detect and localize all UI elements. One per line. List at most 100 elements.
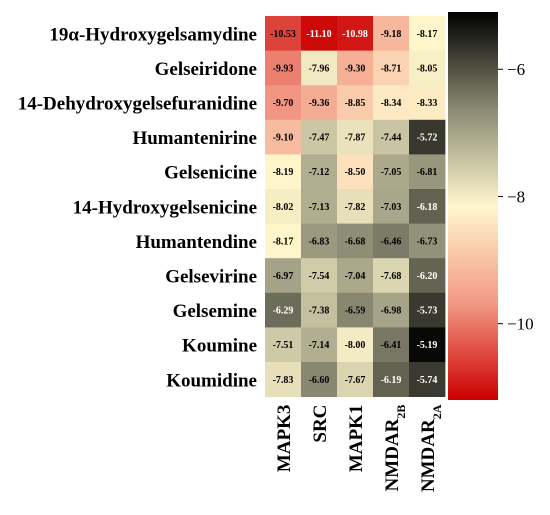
heatmap-cell (337, 258, 374, 294)
column-label-base: MAPK1 (346, 405, 367, 473)
column-label-base: NMDAR (382, 418, 403, 491)
heatmap-cell (265, 119, 302, 155)
row-label: Koumidine (166, 370, 257, 391)
heatmap-cell (265, 85, 302, 121)
cell-value-label: -8.00 (345, 340, 366, 351)
column-label-subscript: 2B (394, 405, 408, 419)
heatmap-cell (265, 362, 302, 397)
heatmap-cell (373, 154, 410, 190)
cell-value-label: -6.60 (309, 375, 330, 386)
cell-value-label: -7.87 (345, 133, 366, 144)
heatmap-cell (337, 119, 374, 155)
heatmap-cell (301, 258, 338, 294)
heatmap-cell (337, 50, 374, 86)
cell-value-label: -7.47 (309, 133, 330, 144)
heatmap-cell (265, 223, 302, 259)
cell-value-label: -7.44 (381, 133, 402, 144)
heatmap-cell (265, 50, 302, 86)
cell-value-label: -9.18 (381, 29, 402, 40)
heatmap-cell (265, 258, 302, 294)
heatmap-cell (337, 189, 374, 224)
heatmap-cell (337, 154, 374, 190)
heatmap-cell (409, 223, 446, 259)
heatmap-cell (265, 292, 302, 328)
heatmap-cell (301, 50, 338, 86)
cell-value-label: -11.10 (306, 29, 331, 40)
row-label: Gelsenicine (164, 163, 257, 184)
cell-value-label: -7.67 (345, 375, 366, 386)
cell-value-label: -7.51 (273, 340, 294, 351)
cell-value-label: -8.05 (417, 63, 438, 74)
column-labels: MAPK3 SRC MAPK1 NMDAR2B NMDAR2A (274, 404, 444, 492)
heatmap-cell (373, 258, 410, 294)
cell-value-label: -7.03 (381, 202, 402, 213)
cell-value-label: -6.83 (309, 236, 330, 247)
cell-value-label: -6.68 (345, 236, 366, 247)
cell-value-label: -8.33 (417, 98, 438, 109)
cell-value-label: -5.19 (417, 340, 438, 351)
heatmap-cell (301, 154, 338, 190)
cell-value-label: -7.04 (345, 271, 366, 282)
row-label: Koumine (182, 336, 257, 357)
cell-value-label: -8.19 (273, 167, 294, 178)
heatmap-cell (301, 189, 338, 224)
cell-value-label: -8.17 (273, 236, 294, 247)
colorbar-tick-label: −6 (507, 60, 525, 79)
cell-value-label: -5.73 (417, 306, 438, 317)
heatmap-cell (373, 362, 410, 397)
cell-value-label: -9.10 (273, 133, 294, 144)
cell-value-label: -8.71 (381, 63, 402, 74)
heatmap-cell (301, 223, 338, 259)
cell-value-label: -6.29 (273, 306, 294, 317)
row-label: Humantenirine (132, 128, 257, 149)
cell-value-label: -7.13 (309, 202, 330, 213)
cell-value-label: -6.97 (273, 271, 294, 282)
cell-value-label: -9.36 (309, 98, 330, 109)
heatmap-cells: -10.53 -11.10 -10.98 -9.18 -8.17 -9.93 -7.96 -9… (265, 16, 446, 397)
cell-value-label: -9.30 (345, 63, 366, 74)
cell-value-label: -6.59 (345, 306, 366, 317)
row-label: 14-Hydroxygelsenicine (73, 197, 257, 218)
heatmap-cell (373, 16, 410, 51)
heatmap-cell (265, 327, 302, 363)
cell-value-label: -5.74 (417, 375, 438, 386)
column-label-base: SRC (310, 405, 331, 443)
heatmap-cell (409, 85, 446, 121)
heatmap-cell (409, 119, 446, 155)
heatmap-cell (337, 362, 374, 397)
cell-value-label: -7.12 (309, 167, 330, 178)
heatmap-cell (373, 189, 410, 224)
heatmap-cell (409, 258, 446, 294)
row-label: Gelseiridone (155, 59, 257, 80)
heatmap-cell (337, 16, 374, 51)
heatmap-cell (265, 189, 302, 224)
cell-value-label: -7.05 (381, 167, 402, 178)
heatmap-cell (265, 16, 302, 51)
cell-value-label: -10.98 (342, 29, 368, 40)
row-label: 14-Dehydroxygelsefuranidine (18, 94, 257, 115)
heatmap-cell (301, 85, 338, 121)
column-label: NMDAR2B (382, 405, 408, 492)
heatmap-cell (301, 119, 338, 155)
column-label: MAPK3 (274, 405, 295, 473)
cell-value-label: -6.98 (381, 306, 402, 317)
cell-value-label: -7.68 (381, 271, 402, 282)
cell-value-label: -6.19 (381, 375, 402, 386)
cell-value-label: -7.82 (345, 202, 366, 213)
cell-value-label: -8.34 (381, 98, 402, 109)
column-label: NMDAR2A (418, 404, 444, 492)
cell-value-label: -8.50 (345, 167, 366, 178)
cell-value-label: -9.70 (273, 98, 294, 109)
heatmap-cell (409, 154, 446, 190)
colorbar-gradient (448, 12, 498, 400)
heatmap-cell (265, 154, 302, 190)
cell-value-label: -6.46 (381, 236, 402, 247)
cell-value-label: -8.02 (273, 202, 294, 213)
cell-value-label: -7.54 (309, 271, 330, 282)
row-label: 19α-Hydroxygelsamydine (49, 24, 257, 45)
cell-value-label: -5.72 (417, 133, 438, 144)
heatmap-cell (409, 189, 446, 224)
heatmap-cell (301, 292, 338, 328)
row-label: Humantendine (136, 232, 257, 253)
